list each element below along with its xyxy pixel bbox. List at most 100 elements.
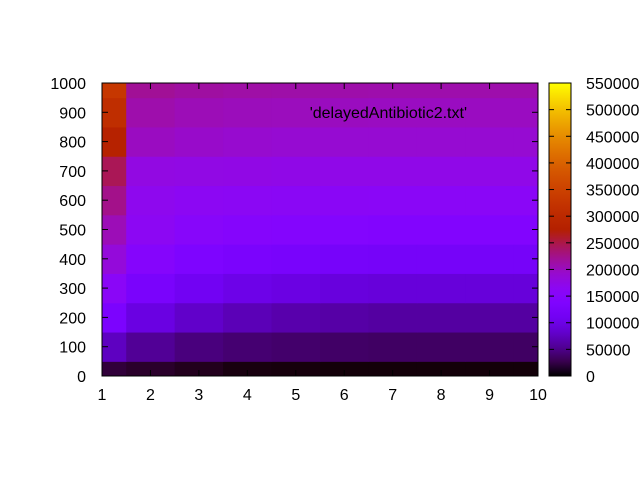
heatmap-cell	[368, 273, 418, 304]
y-tick-label: 500	[59, 223, 86, 240]
colorbar-gradient	[548, 82, 572, 377]
heatmap-cell	[465, 244, 515, 274]
heatmap-cell	[465, 332, 515, 362]
heatmap-cell	[368, 156, 418, 187]
heatmap-cell	[126, 361, 176, 377]
heatmap-cell	[416, 156, 466, 187]
heatmap-cell	[102, 83, 127, 99]
heatmap-cell	[465, 156, 515, 187]
heatmap-cell	[174, 83, 224, 99]
heatmap-cell	[174, 126, 224, 157]
colorbar: 0 50000 100000 150000 200000 250000 300000 3500…	[548, 76, 639, 386]
heatmap-cell	[320, 126, 369, 157]
heatmap-cell	[126, 97, 176, 128]
heatmap-cell	[320, 156, 369, 187]
heatmap-cell	[271, 83, 321, 99]
heatmap-cell	[465, 302, 515, 333]
colorbar-tick-label: 150000	[586, 289, 639, 306]
y-tick-label: 300	[59, 281, 86, 298]
heatmap-cell	[271, 273, 321, 304]
heatmap-cell	[513, 361, 539, 377]
heatmap-cell	[416, 214, 466, 245]
heatmap-cell	[416, 185, 466, 216]
x-tick-label: 10	[529, 387, 547, 404]
heatmap-cell	[271, 97, 321, 128]
heatmap-cell	[320, 332, 369, 362]
heatmap-cell	[368, 214, 418, 245]
heatmap-cell	[320, 97, 369, 128]
heatmap-cell	[465, 214, 515, 245]
heatmap-cell	[126, 126, 176, 157]
key-title: 'delayedAntibiotic2.txt'	[310, 105, 467, 122]
y-axis: 0 100 200 300 400 500 600 700 800 900 1000	[50, 76, 538, 386]
heatmap-cell	[368, 244, 418, 274]
heatmap-cell	[174, 97, 224, 128]
heatmap-cell	[223, 302, 273, 333]
heatmap-cell	[223, 361, 273, 377]
heatmap-cell	[126, 302, 176, 333]
heatmap-cell	[126, 273, 176, 304]
heatmap-cell	[271, 332, 321, 362]
colorbar-tick-label: 450000	[586, 129, 639, 146]
heatmap-cell	[368, 361, 418, 377]
heatmap-cell	[174, 302, 224, 333]
y-tick-label: 100	[59, 340, 86, 357]
heatmap-cell	[368, 332, 418, 362]
heatmap-cell	[465, 97, 515, 128]
colorbar-tick-label: 350000	[586, 183, 639, 200]
heatmap-cell	[320, 361, 369, 377]
heatmap-cell	[126, 185, 176, 216]
heatmap-cell	[174, 361, 224, 377]
heatmap-cell	[320, 244, 369, 274]
heatmap-cell	[271, 302, 321, 333]
x-tick-label: 9	[485, 387, 494, 404]
heatmap-cell	[368, 126, 418, 157]
heatmap-cell	[271, 156, 321, 187]
heatmap-cell	[174, 185, 224, 216]
heatmap-cell	[223, 126, 273, 157]
colorbar-tick-label: 200000	[586, 262, 639, 279]
colorbar-tick-label: 50000	[586, 342, 631, 359]
colorbar-tick-label: 300000	[586, 209, 639, 226]
heatmap-cell	[174, 244, 224, 274]
y-tick-label: 200	[59, 310, 86, 327]
colorbar-tick-label: 0	[586, 369, 595, 386]
colorbar-tick-label: 250000	[586, 236, 639, 253]
heatmap-cell	[223, 332, 273, 362]
heatmap-cell	[223, 273, 273, 304]
heatmap-cell	[320, 214, 369, 245]
y-tick-label: 1000	[50, 76, 86, 93]
colorbar-tick-label: 100000	[586, 316, 639, 333]
heatmap-cell	[223, 97, 273, 128]
x-tick-label: 8	[437, 387, 446, 404]
heatmap-cell	[465, 83, 515, 99]
heatmap-cell	[126, 156, 176, 187]
heatmap-cell	[271, 361, 321, 377]
heatmap-cell	[368, 302, 418, 333]
heatmap-cell	[174, 156, 224, 187]
heatmap-cell	[126, 244, 176, 274]
heatmap-cell	[416, 302, 466, 333]
heatmap-cells	[102, 83, 539, 377]
heatmap-cell	[271, 185, 321, 216]
heatmap-cell	[223, 156, 273, 187]
heatmap-cell	[416, 97, 466, 128]
heatmap-cell	[102, 361, 127, 377]
heatmap-cell	[320, 185, 369, 216]
heatmap-cell	[174, 273, 224, 304]
heatmap-cell	[320, 273, 369, 304]
colorbar-tick-label: 400000	[586, 156, 639, 173]
colorbar-tick-label: 550000	[586, 76, 639, 93]
heatmap-cell	[465, 361, 515, 377]
y-tick-label: 600	[59, 193, 86, 210]
heatmap-cell	[126, 83, 176, 99]
x-tick-label: 7	[388, 387, 397, 404]
heatmap-cell	[223, 185, 273, 216]
x-tick-label: 3	[194, 387, 203, 404]
heatmap-cell	[223, 83, 273, 99]
y-tick-label: 0	[77, 369, 86, 386]
heatmap-cell	[465, 273, 515, 304]
heatmap-cell	[513, 83, 539, 99]
colorbar-tick-label: 500000	[586, 103, 639, 120]
